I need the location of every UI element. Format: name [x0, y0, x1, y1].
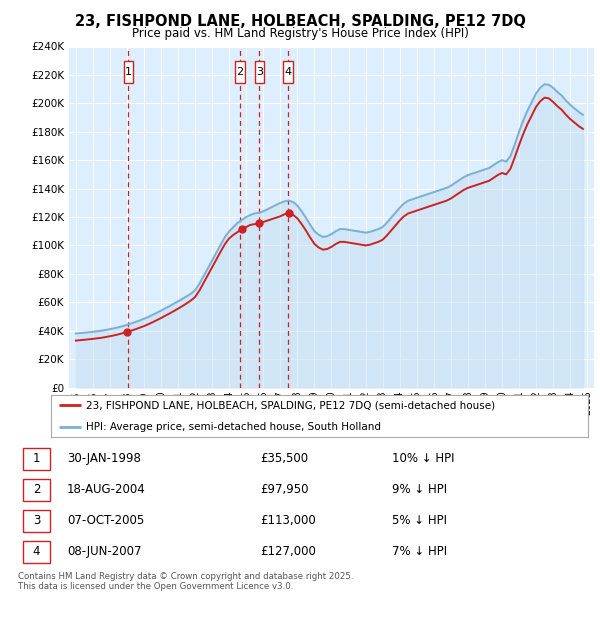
Bar: [124, 61, 133, 84]
Text: 08-JUN-2007: 08-JUN-2007: [67, 546, 142, 558]
Text: 18-AUG-2004: 18-AUG-2004: [67, 484, 146, 496]
Text: 5% ↓ HPI: 5% ↓ HPI: [392, 515, 448, 527]
Text: 23, FISHPOND LANE, HOLBEACH, SPALDING, PE12 7DQ: 23, FISHPOND LANE, HOLBEACH, SPALDING, P…: [74, 14, 526, 29]
Bar: [235, 61, 245, 84]
Bar: [23, 541, 50, 563]
Text: 1: 1: [32, 453, 40, 465]
Text: Contains HM Land Registry data © Crown copyright and database right 2025.
This d: Contains HM Land Registry data © Crown c…: [18, 572, 353, 591]
Text: £127,000: £127,000: [260, 546, 316, 558]
Text: 4: 4: [32, 546, 40, 558]
Text: HPI: Average price, semi-detached house, South Holland: HPI: Average price, semi-detached house,…: [86, 422, 381, 432]
Text: 4: 4: [284, 67, 292, 77]
Text: £97,950: £97,950: [260, 484, 308, 496]
Text: 9% ↓ HPI: 9% ↓ HPI: [392, 484, 448, 496]
Text: 2: 2: [32, 484, 40, 496]
Text: £113,000: £113,000: [260, 515, 316, 527]
Text: 7% ↓ HPI: 7% ↓ HPI: [392, 546, 448, 558]
Text: 1: 1: [125, 67, 132, 77]
Bar: [23, 479, 50, 501]
Text: 23, FISHPOND LANE, HOLBEACH, SPALDING, PE12 7DQ (semi-detached house): 23, FISHPOND LANE, HOLBEACH, SPALDING, P…: [86, 401, 495, 410]
Text: 10% ↓ HPI: 10% ↓ HPI: [392, 453, 455, 465]
Text: Price paid vs. HM Land Registry's House Price Index (HPI): Price paid vs. HM Land Registry's House …: [131, 27, 469, 40]
Text: 07-OCT-2005: 07-OCT-2005: [67, 515, 144, 527]
Text: 3: 3: [33, 515, 40, 527]
Text: 30-JAN-1998: 30-JAN-1998: [67, 453, 141, 465]
Text: 3: 3: [256, 67, 263, 77]
Bar: [255, 61, 264, 84]
Bar: [23, 510, 50, 532]
Text: £35,500: £35,500: [260, 453, 308, 465]
Bar: [283, 61, 293, 84]
Bar: [23, 448, 50, 470]
Text: 2: 2: [236, 67, 244, 77]
